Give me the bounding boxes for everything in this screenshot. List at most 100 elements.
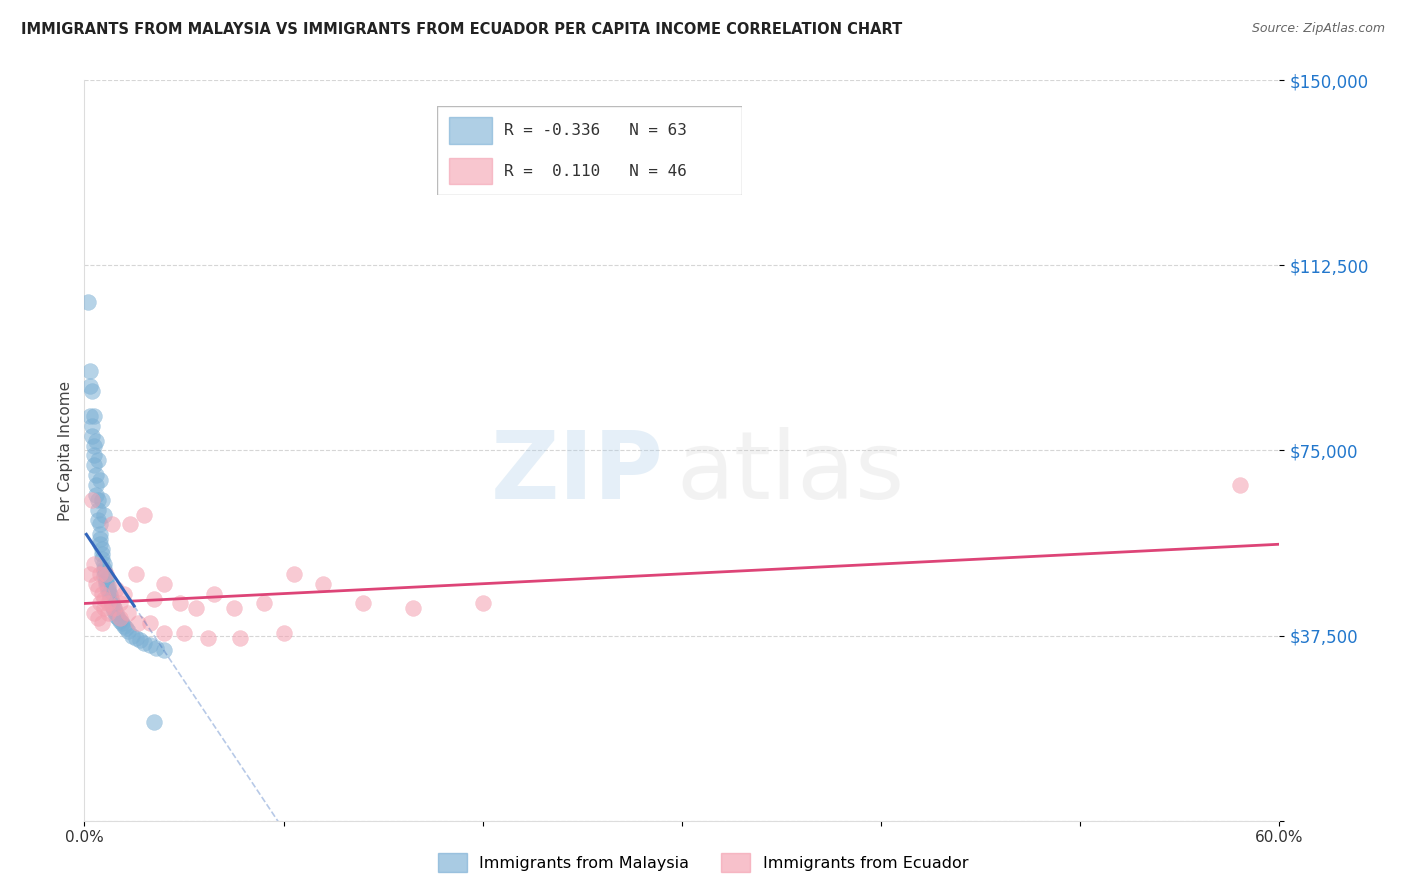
Point — [89, 473, 111, 487]
Point — [87, 611, 110, 625]
Point — [173, 626, 195, 640]
Point — [79, 364, 101, 378]
Point — [103, 601, 125, 615]
Point — [101, 599, 124, 613]
Point — [222, 601, 245, 615]
Point — [87, 512, 110, 526]
Point — [79, 566, 101, 581]
Point — [129, 633, 152, 648]
Point — [98, 591, 121, 606]
Point — [125, 566, 148, 581]
Point — [79, 379, 101, 393]
Point — [97, 579, 120, 593]
Point — [197, 631, 219, 645]
Point — [110, 611, 132, 625]
Point — [83, 557, 105, 571]
Point — [97, 584, 120, 599]
Point — [87, 502, 110, 516]
Point — [352, 597, 374, 611]
Point — [86, 434, 108, 448]
Point — [93, 591, 115, 606]
Text: ZIP: ZIP — [491, 426, 664, 518]
Point — [89, 533, 111, 547]
Point — [153, 576, 176, 591]
Point — [101, 517, 124, 532]
Point — [83, 607, 105, 621]
Point — [93, 569, 115, 583]
Point — [132, 508, 156, 522]
Point — [117, 624, 139, 638]
Point — [79, 409, 101, 423]
Point — [253, 597, 276, 611]
Point — [229, 631, 252, 645]
Point — [127, 616, 149, 631]
Point — [101, 597, 124, 611]
Point — [86, 576, 108, 591]
Point — [471, 597, 494, 611]
Point — [153, 626, 176, 640]
Point — [111, 616, 134, 631]
Point — [139, 639, 162, 653]
Point — [91, 552, 114, 566]
Point — [91, 547, 114, 561]
Point — [91, 542, 114, 557]
Point — [83, 449, 105, 463]
Point — [93, 508, 115, 522]
Point — [120, 517, 142, 532]
Point — [96, 576, 118, 591]
Point — [139, 616, 162, 631]
Text: atlas: atlas — [676, 426, 904, 518]
Point — [169, 597, 191, 611]
Point — [402, 601, 425, 615]
Point — [312, 576, 335, 591]
Legend: Immigrants from Malaysia, Immigrants from Ecuador: Immigrants from Malaysia, Immigrants fro… — [430, 845, 976, 880]
Point — [143, 714, 166, 729]
Point — [103, 601, 125, 615]
Point — [83, 438, 105, 452]
Point — [86, 468, 108, 483]
Point — [105, 582, 128, 596]
Point — [82, 492, 104, 507]
Point — [184, 601, 207, 615]
Point — [105, 607, 128, 621]
Point — [87, 582, 110, 596]
Point — [153, 643, 176, 657]
Text: Source: ZipAtlas.com: Source: ZipAtlas.com — [1251, 22, 1385, 36]
Point — [110, 614, 132, 628]
Point — [98, 586, 121, 600]
Point — [97, 607, 120, 621]
Point — [89, 537, 111, 551]
Point — [86, 478, 108, 492]
Point — [96, 566, 118, 581]
Point — [89, 517, 111, 532]
Point — [96, 574, 118, 589]
Point — [97, 582, 120, 596]
Point — [93, 557, 115, 571]
Point — [143, 591, 166, 606]
Point — [82, 428, 104, 442]
Point — [1229, 478, 1251, 492]
Point — [98, 589, 121, 603]
Point — [97, 597, 120, 611]
Point — [112, 586, 135, 600]
Point — [93, 562, 115, 576]
Point — [101, 594, 124, 608]
Point — [93, 601, 115, 615]
Point — [283, 566, 305, 581]
Point — [82, 418, 104, 433]
Point — [121, 628, 143, 642]
Point — [91, 616, 114, 631]
Point — [112, 618, 135, 632]
Point — [132, 636, 156, 650]
Point — [110, 597, 132, 611]
Point — [93, 565, 115, 579]
Point — [89, 597, 111, 611]
Point — [91, 586, 114, 600]
Point — [115, 621, 138, 635]
Point — [87, 492, 110, 507]
Point — [96, 572, 118, 586]
Point — [103, 604, 125, 618]
Point — [89, 527, 111, 541]
Point — [82, 384, 104, 399]
Y-axis label: Per Capita Income: Per Capita Income — [58, 380, 73, 521]
